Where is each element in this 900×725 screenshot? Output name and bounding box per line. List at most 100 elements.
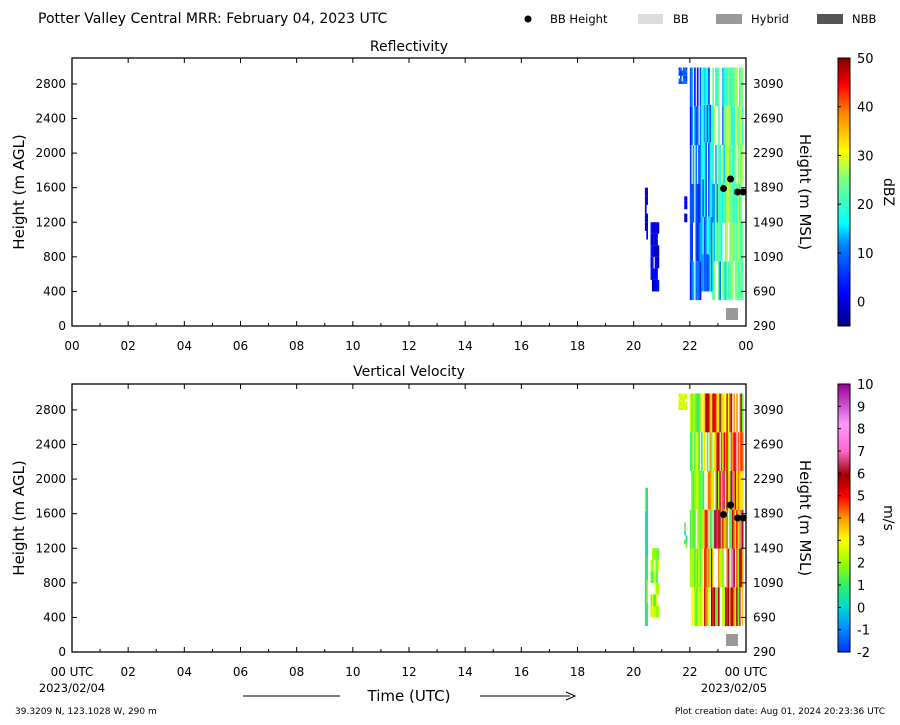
echo-cell [740, 509, 743, 549]
echo-cell [731, 509, 734, 549]
echo-cell [698, 548, 700, 588]
echo-cell [730, 261, 733, 301]
echo-cell [726, 587, 729, 627]
echo-cell [685, 393, 688, 397]
echo-cell [678, 396, 681, 399]
echo-cell [646, 187, 648, 197]
echo-cell [678, 67, 681, 71]
echo-cell [715, 145, 717, 184]
echo-cell [722, 106, 724, 146]
echo-cell [722, 393, 724, 433]
echo-cell [680, 81, 682, 84]
echo-cell [712, 183, 714, 223]
echo-cell [699, 393, 702, 433]
velocity-plot-area: 00 UTC 02 04 06 08 10 12 14 16 18 20 22 00 UTC 0 400 80… [35, 383, 784, 679]
echo-cell [680, 396, 682, 399]
echo-cell [729, 222, 731, 262]
x-tick-label: 14 [458, 665, 473, 679]
echo-cell [695, 145, 698, 184]
bb-height-point [739, 188, 747, 196]
y2-tick-label: 1490 [753, 541, 784, 555]
echo-cell [715, 183, 717, 223]
echo-cell [684, 196, 686, 201]
echo-cell [703, 179, 706, 217]
echo-cell [684, 522, 686, 527]
echo-cell [722, 471, 724, 510]
echo-cell [644, 556, 647, 580]
echo-cell [726, 222, 729, 262]
echo-cell [712, 67, 714, 107]
echo-cell [740, 393, 743, 433]
echo-cell [741, 222, 744, 262]
echo-cell [729, 183, 731, 223]
echo-cell [684, 526, 686, 531]
echo-cell [682, 70, 685, 73]
y2-tick-label: 1490 [753, 215, 784, 229]
echo-cell [709, 432, 712, 472]
echo-cell [681, 404, 684, 408]
echo-cell [729, 67, 731, 107]
echo-cell [702, 67, 705, 105]
echo-cell [681, 81, 684, 84]
echo-cell [712, 106, 714, 146]
echo-cell [708, 142, 710, 180]
echo-cell [730, 106, 733, 146]
echo-cell [731, 587, 734, 627]
colorbar-label: dBZ [880, 178, 896, 206]
echo-cell [723, 509, 726, 549]
echo-cell [654, 605, 657, 618]
echo-cell [650, 594, 653, 606]
echo-cell [682, 75, 685, 79]
y2-tick-label: 3090 [753, 77, 784, 91]
echo-cell [702, 179, 705, 217]
echo-cell [738, 222, 741, 262]
echo-cell [708, 471, 710, 510]
x-tick-label: 10 [345, 665, 360, 679]
echo-cell [727, 145, 730, 184]
echo-cell [680, 398, 682, 402]
echo-cell [706, 548, 709, 588]
echo-cell [706, 67, 709, 105]
echo-cell [654, 548, 657, 560]
echo-cell [733, 222, 736, 262]
x-tick-label: 16 [514, 665, 529, 679]
echo-cell [701, 432, 703, 472]
panel-title: Reflectivity [370, 39, 448, 55]
echo-cell [689, 222, 692, 262]
echo-cell [678, 404, 681, 408]
plot-background [72, 384, 746, 652]
echo-cell [654, 594, 657, 606]
bb-height-point [727, 501, 735, 509]
echo-cell [729, 261, 731, 301]
echo-cell [646, 579, 648, 604]
echo-cell [644, 533, 647, 557]
echo-cell [691, 106, 693, 146]
echo-cell [736, 548, 738, 588]
x-tick-label: 14 [458, 339, 473, 353]
echo-cell [695, 587, 698, 627]
colorbar-gradient [837, 57, 851, 327]
echo-cell [656, 245, 658, 257]
echo-cell [729, 106, 731, 146]
x-tick-label: 18 [570, 665, 585, 679]
echo-cell [684, 200, 686, 205]
colorbar-tick-label: 5 [857, 490, 865, 505]
panel-title: Vertical Velocity [353, 364, 465, 380]
echo-cell [684, 72, 686, 76]
x-tick-label: 00 UTC [51, 665, 94, 679]
echo-cell [685, 217, 688, 223]
dbz-colorbar: 50 40 30 20 10 0 [837, 52, 874, 327]
echo-cell [682, 67, 685, 71]
y-tick-label: 2400 [35, 438, 66, 452]
echo-cell [738, 393, 741, 433]
bb-height-point [720, 511, 728, 519]
echo-cell [716, 393, 719, 433]
echo-cell [702, 393, 705, 433]
echo-cell [733, 67, 736, 107]
echo-cell [712, 587, 714, 627]
echo-cell [738, 145, 741, 184]
echo-cell [710, 179, 713, 217]
echo-cell [740, 183, 743, 223]
echo-cell [727, 548, 730, 588]
